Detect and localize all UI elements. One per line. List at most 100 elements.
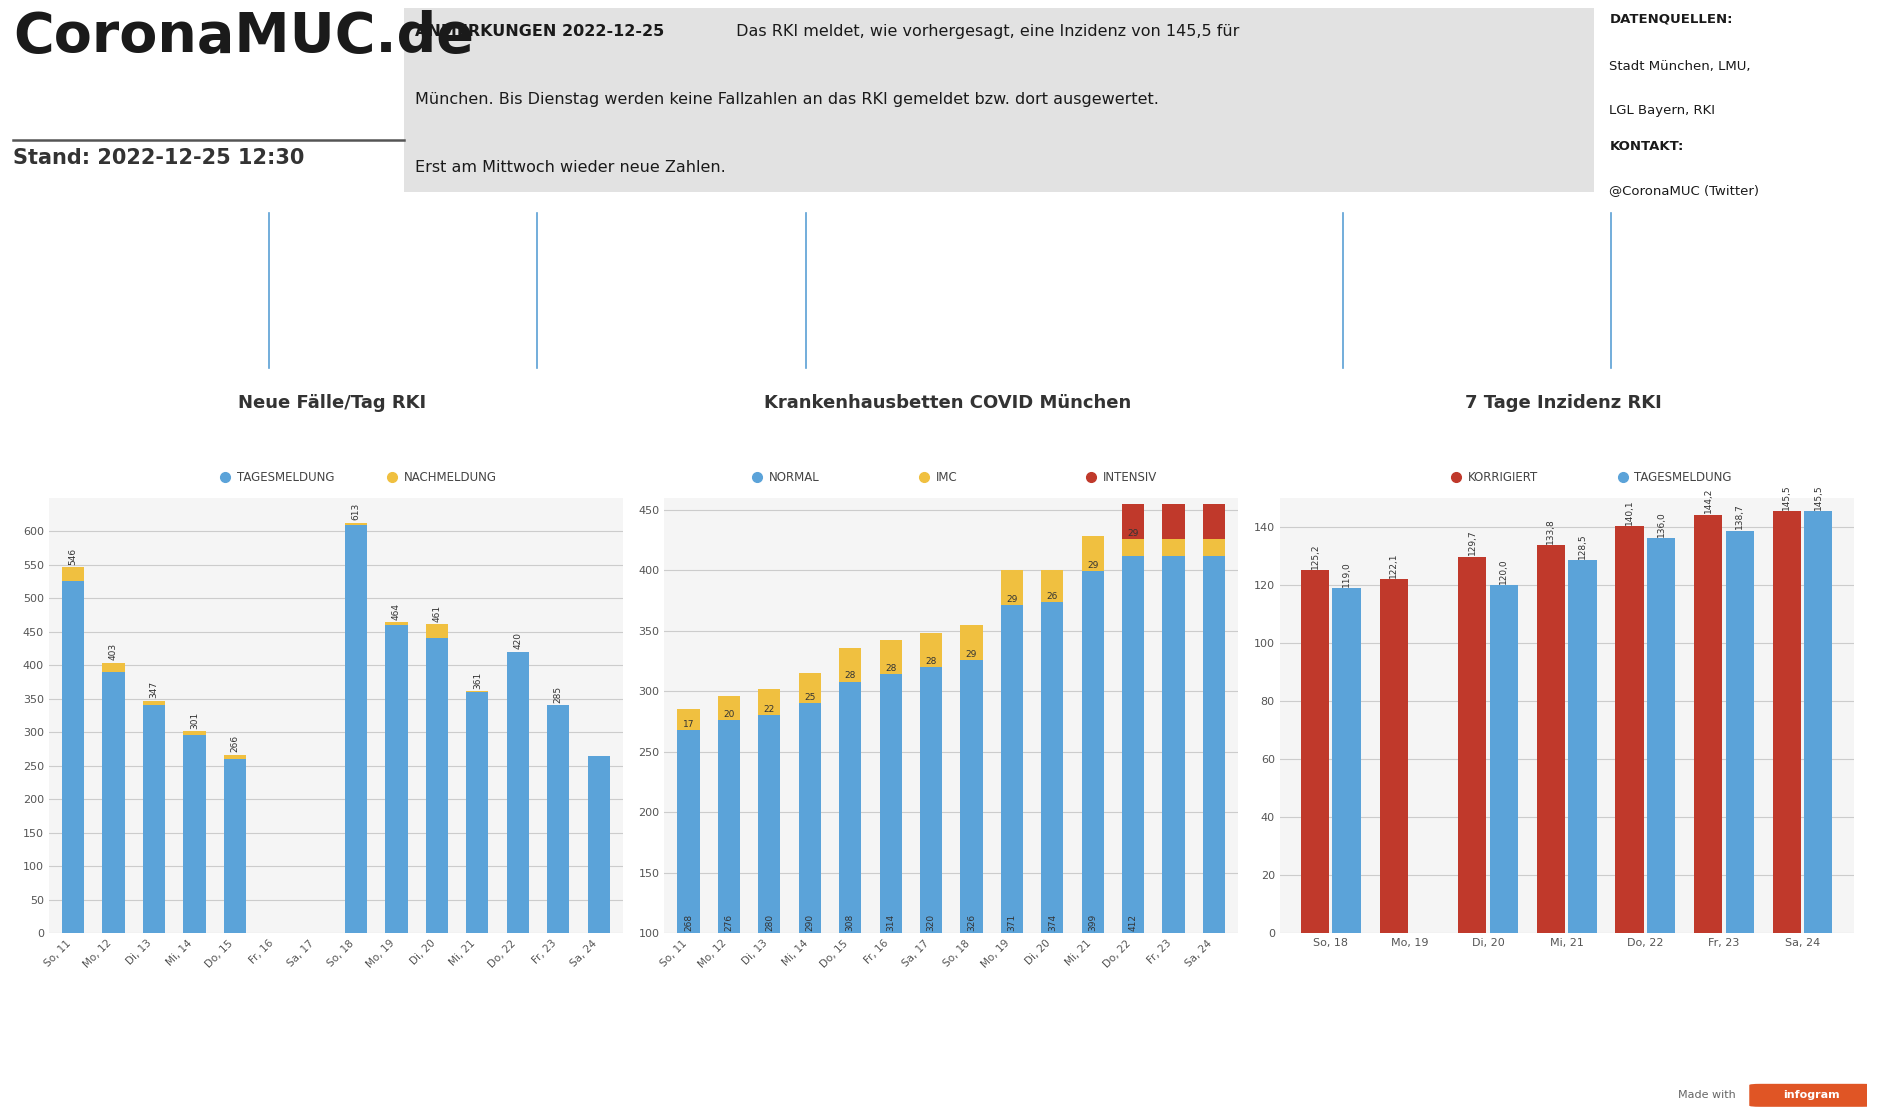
- Text: Gesamt: 704.440: Gesamt: 704.440: [83, 351, 186, 364]
- Bar: [1615, 526, 1643, 933]
- Bar: [758, 715, 780, 933]
- Text: AKTUELL INFIZIERTE*: AKTUELL INFIZIERTE*: [600, 215, 743, 228]
- Bar: [758, 688, 780, 715]
- Text: LGL Bayern, RKI: LGL Bayern, RKI: [1609, 105, 1715, 117]
- Text: 29: 29: [1198, 270, 1252, 308]
- Bar: [1081, 572, 1104, 933]
- Text: 420: 420: [513, 632, 523, 649]
- Text: INTENSIV: INTENSIV: [1199, 334, 1250, 344]
- Text: DATENQUELLEN:: DATENQUELLEN:: [1609, 12, 1733, 24]
- Text: * Genesene:: * Genesene:: [171, 1071, 274, 1086]
- Bar: [799, 703, 822, 933]
- Bar: [961, 659, 983, 933]
- Text: Stadt München, LMU,: Stadt München, LMU,: [1609, 60, 1750, 73]
- Bar: [1333, 588, 1361, 933]
- Bar: [1122, 504, 1145, 539]
- Text: IMC: IMC: [1064, 334, 1085, 344]
- Text: 412: 412: [872, 270, 953, 308]
- Bar: [1162, 539, 1184, 556]
- Bar: [182, 732, 205, 735]
- Text: Stand: 2022-12-25 12:30: Stand: 2022-12-25 12:30: [13, 148, 305, 168]
- Text: 125,2: 125,2: [1310, 543, 1320, 568]
- Bar: [427, 638, 447, 933]
- Text: KONTAKT:: KONTAKT:: [1609, 140, 1684, 153]
- Text: 128,5: 128,5: [1577, 534, 1587, 559]
- Bar: [1000, 605, 1023, 933]
- Text: 122,1: 122,1: [1389, 552, 1399, 577]
- Bar: [1042, 570, 1064, 602]
- Bar: [1459, 557, 1487, 933]
- Text: KORRIGIERT: KORRIGIERT: [1468, 471, 1538, 484]
- Text: IMC: IMC: [936, 471, 957, 484]
- Bar: [182, 735, 205, 933]
- Text: Gesamt: 2.405: Gesamt: 2.405: [359, 351, 446, 364]
- Text: 276: 276: [724, 914, 733, 931]
- Text: Di-Sa, nicht nach
Feiertagen: Di-Sa, nicht nach Feiertagen: [1696, 351, 1795, 384]
- Bar: [1726, 530, 1754, 933]
- Bar: [1489, 585, 1517, 933]
- Text: München. Bis Dienstag werden keine Fallzahlen an das RKI gemeldet bzw. dort ausg: München. Bis Dienstag werden keine Fallz…: [415, 92, 1160, 107]
- Text: KRANKENHAUSBETTEN COVID: KRANKENHAUSBETTEN COVID: [976, 215, 1173, 228]
- Text: 29: 29: [1087, 562, 1098, 570]
- Text: NORMAL: NORMAL: [889, 334, 938, 344]
- Text: 28: 28: [844, 672, 855, 681]
- Text: 28: 28: [885, 664, 897, 673]
- Bar: [838, 647, 861, 682]
- Bar: [143, 701, 165, 705]
- Text: 145,5: 145,5: [1814, 484, 1824, 509]
- Bar: [1000, 570, 1023, 605]
- Bar: [346, 525, 367, 933]
- Bar: [1203, 539, 1226, 556]
- Text: Krankenhausbetten COVID München: Krankenhausbetten COVID München: [763, 394, 1132, 413]
- Bar: [224, 758, 246, 933]
- Text: 14: 14: [1047, 270, 1102, 308]
- Text: 25: 25: [805, 693, 816, 702]
- Bar: [880, 674, 902, 933]
- Text: Genesene: 700.770: Genesene: 700.770: [613, 351, 729, 364]
- Bar: [346, 523, 367, 525]
- Text: 361: 361: [474, 672, 481, 688]
- Bar: [718, 696, 741, 721]
- Bar: [799, 673, 822, 703]
- Bar: [508, 652, 528, 933]
- Text: TODESFÄLLE: TODESFÄLLE: [361, 215, 444, 228]
- Text: k.A.: k.A.: [350, 274, 455, 318]
- Text: 266: 266: [231, 735, 239, 752]
- Bar: [1773, 510, 1801, 933]
- Text: 290: 290: [805, 914, 814, 931]
- Text: ⇑  Share: ⇑ Share: [32, 1091, 81, 1100]
- Bar: [102, 663, 124, 672]
- Bar: [919, 667, 942, 933]
- Text: ANMERKUNGEN 2022-12-25: ANMERKUNGEN 2022-12-25: [415, 24, 666, 39]
- Text: Quelle: CoronaMUC
LMU: 1,05 2022-12-21: Quelle: CoronaMUC LMU: 1,05 2022-12-21: [1412, 351, 1543, 384]
- Bar: [224, 755, 246, 758]
- Text: 138,7: 138,7: [1735, 504, 1745, 529]
- Text: INZIDENZ RKI: INZIDENZ RKI: [1701, 215, 1792, 228]
- Text: 144,2: 144,2: [1703, 488, 1713, 514]
- Text: 26: 26: [1047, 592, 1058, 600]
- Bar: [62, 582, 85, 933]
- Text: 1,08: 1,08: [1419, 274, 1536, 318]
- Text: 412: 412: [1128, 914, 1137, 931]
- Text: 371: 371: [1008, 913, 1017, 931]
- Text: 20: 20: [724, 711, 735, 719]
- Text: infogram: infogram: [1782, 1091, 1841, 1100]
- Bar: [385, 623, 408, 625]
- Text: 464: 464: [393, 603, 400, 619]
- Text: Neue Fälle/Tag RKI: Neue Fälle/Tag RKI: [239, 394, 427, 413]
- Text: 403: 403: [109, 644, 118, 661]
- Text: Aktuell Infizierte:: Aktuell Infizierte:: [1070, 1071, 1220, 1086]
- Bar: [838, 682, 861, 933]
- Text: NORMAL: NORMAL: [769, 471, 820, 484]
- Text: 613: 613: [352, 503, 361, 519]
- Text: 29: 29: [1128, 528, 1139, 537]
- Bar: [1380, 578, 1408, 933]
- Text: 133,8: 133,8: [1547, 518, 1555, 544]
- Text: 285: 285: [555, 686, 562, 703]
- FancyBboxPatch shape: [1748, 1084, 1874, 1106]
- Bar: [919, 633, 942, 667]
- Bar: [588, 755, 609, 933]
- Bar: [427, 624, 447, 638]
- Bar: [1162, 556, 1184, 933]
- Bar: [1042, 602, 1064, 933]
